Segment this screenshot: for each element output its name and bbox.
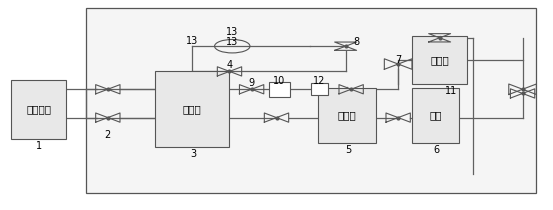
Bar [86,8,536,193]
Text: 锅炉: 锅炉 [429,110,442,121]
Text: 储存罐: 储存罐 [430,55,449,65]
Text: 12: 12 [314,76,326,86]
Text: 3: 3 [190,149,197,159]
Text: 5: 5 [345,145,352,155]
Text: 9: 9 [248,78,255,88]
Text: 6: 6 [434,145,440,155]
Text: 10: 10 [273,76,285,86]
Bar [412,88,459,143]
Text: 13: 13 [226,37,238,47]
Bar [269,82,290,97]
Bar [412,36,467,84]
Bar [311,83,328,95]
Text: 8: 8 [353,37,360,47]
Bar [155,71,229,147]
Text: 7: 7 [395,55,401,65]
Bar [318,88,376,143]
Text: 13: 13 [226,27,238,37]
Text: 除氧器: 除氧器 [338,110,356,121]
Text: 2: 2 [105,130,111,140]
Text: 11: 11 [445,86,457,96]
Text: 除盐水站: 除盐水站 [26,104,51,114]
Text: 13: 13 [186,36,199,46]
Text: 4: 4 [226,60,233,70]
Text: 换热器: 换热器 [183,104,201,114]
Text: 1: 1 [35,141,42,151]
Bar [11,80,66,139]
